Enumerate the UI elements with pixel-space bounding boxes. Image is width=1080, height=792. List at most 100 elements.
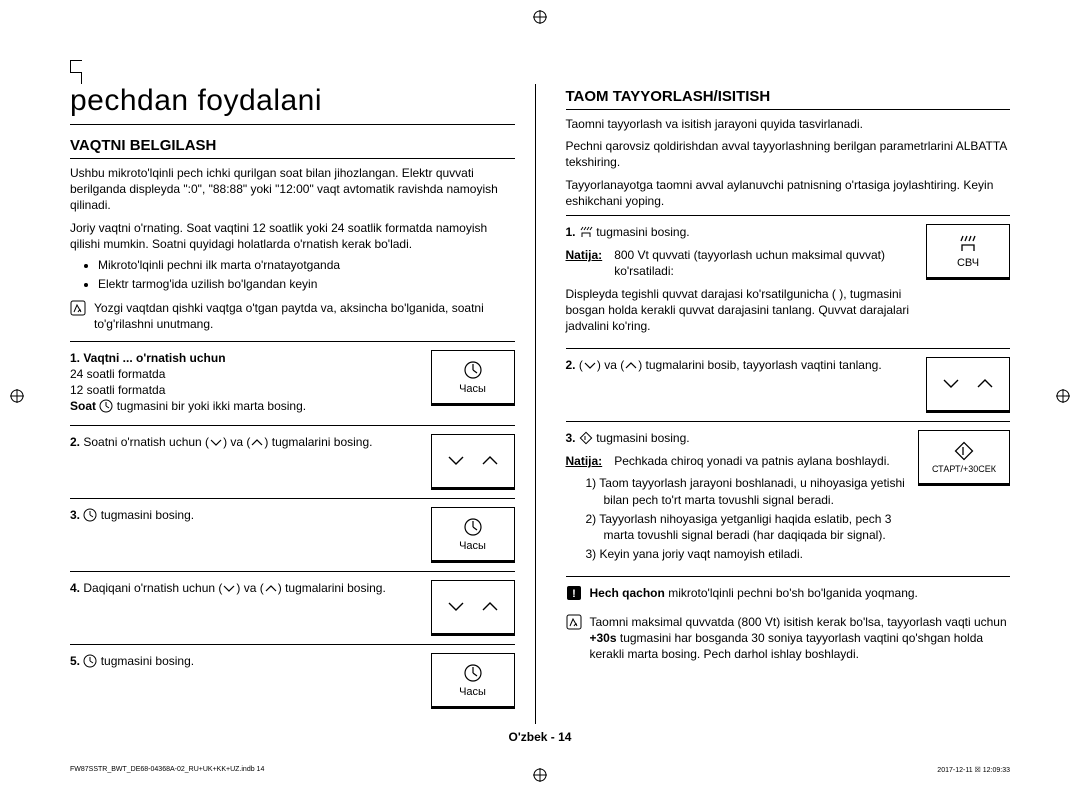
r-step-1-extra: Displeyda tegishli quvvat darajasi ko'rs… [566, 286, 917, 335]
svg-text:!: ! [572, 588, 576, 600]
step-1-body: 1. Vaqtni ... o'rnatish uchun 24 soatli … [70, 350, 421, 418]
intro-text-2: Joriy vaqtni o'rnating. Soat vaqtini 12 … [70, 220, 515, 252]
r-step-2-num: 2. [566, 358, 576, 372]
step-4-body: 4. Daqiqani o'rnatish uchun () va () tug… [70, 580, 421, 636]
section-title-cook: TAOM TAYYORLASH/ISITISH [566, 88, 1011, 110]
step-1: 1. Vaqtni ... o'rnatish uchun 24 soatli … [70, 341, 515, 426]
down-icon [446, 599, 466, 616]
fineprint: FW87SSTR_BWT_DE68-04368A-02_RU+UK+KK+UZ.… [70, 766, 1010, 774]
down-icon [222, 581, 236, 599]
section-title-time: VAQTNI BELGILASH [70, 137, 515, 159]
step-1-title: 1. Vaqtni ... o'rnatish uchun [70, 351, 226, 365]
note-row-2: Taomni maksimal quvvatda (800 Vt) isitis… [566, 614, 1011, 663]
down-icon [941, 376, 961, 393]
r-step-2-body: 2. () va () tugmalarini bosib, tayyorlas… [566, 357, 917, 413]
microwave-button-label: СВЧ [957, 257, 979, 269]
step-5-num: 5. [70, 654, 80, 668]
clock-icon [83, 508, 97, 526]
right-column: TAOM TAYYORLASH/ISITISH Taomni tayyorlas… [566, 84, 1011, 724]
up-icon [480, 453, 500, 470]
r-step-1-body: 1. tugmasini bosing. Natija: 800 Vt quvv… [566, 224, 917, 340]
r-step-3: 3. tugmasini bosing. Natija: Pechkada ch… [566, 421, 1011, 577]
step-3-num: 3. [70, 508, 80, 522]
microwave-icon [957, 233, 979, 255]
bullet-list: Mikroto'lqinli pechni ilk marta o'rnatay… [98, 258, 515, 292]
r-step-1-result: Natija: 800 Vt quvvati (tayyorlash uchun… [566, 247, 917, 279]
up-icon [480, 599, 500, 616]
step-3: 3. tugmasini bosing. Часы [70, 498, 515, 571]
result-text: Pechkada chiroq yonadi va patnis aylana … [614, 453, 890, 469]
intro-text-1: Ushbu mikroto'lqinli pech ichki qurilgan… [70, 165, 515, 214]
r-step-1-num: 1. [566, 225, 576, 239]
step-4-num: 4. [70, 581, 80, 595]
crop-mark-top [533, 10, 547, 24]
step-1-line2: 12 soatli formatda [70, 383, 165, 397]
r-intro-1: Taomni tayyorlash va isitish jarayoni qu… [566, 116, 1011, 132]
start-button-label: СТАРТ/+30СЕК [932, 464, 996, 474]
clock-button: Часы [431, 653, 515, 709]
warning-icon: ! [566, 585, 582, 605]
page-columns: pechdan foydalani VAQTNI BELGILASH Ushbu… [70, 84, 1010, 724]
crop-corner-tl [70, 60, 82, 72]
arrows-button [431, 434, 515, 490]
result-text: 800 Vt quvvati (tayyorlash uchun maksima… [614, 247, 916, 279]
list-item: 1) Taom tayyorlash jarayoni boshlanadi, … [586, 475, 909, 507]
microwave-icon [579, 225, 593, 243]
crop-mark-left [10, 389, 24, 403]
r-step-3-list: 1) Taom tayyorlash jarayoni boshlanadi, … [586, 475, 909, 562]
note-row: Yozgi vaqtdan qishki vaqtga o'tgan paytd… [70, 300, 515, 332]
page-footer: O'zbek - 14 [0, 730, 1080, 744]
fineprint-left: FW87SSTR_BWT_DE68-04368A-02_RU+UK+KK+UZ.… [70, 766, 264, 774]
clock-icon [462, 662, 484, 684]
r-step-3-num: 3. [566, 431, 576, 445]
step-2: 2. Soatni o'rnatish uchun () va () tugma… [70, 425, 515, 498]
step-3-body: 3. tugmasini bosing. [70, 507, 421, 563]
clock-icon [462, 359, 484, 381]
step-1-line1: 24 soatli formatda [70, 367, 165, 381]
step-4: 4. Daqiqani o'rnatish uchun () va () tug… [70, 571, 515, 644]
down-icon [583, 358, 597, 376]
note-text: Yozgi vaqtdan qishki vaqtga o'tgan paytd… [94, 300, 515, 332]
r-intro-2: Pechni qarovsiz qoldirishdan avval tayyo… [566, 138, 1011, 170]
start-diamond-icon [953, 440, 975, 462]
step-1-soat: Soat [70, 399, 96, 413]
step-2-num: 2. [70, 435, 80, 449]
warning-row: ! Hech qachon mikroto'lqinli pechni bo's… [566, 585, 1011, 605]
microwave-button: СВЧ [926, 224, 1010, 280]
fineprint-right: 2017-12-11 ☒ 12:09:33 [937, 766, 1010, 774]
down-icon [209, 435, 223, 453]
arrows-button [431, 580, 515, 636]
r-intro-3: Tayyorlanayotga taomni avval aylanuvchi … [566, 177, 1011, 209]
clock-button: Часы [431, 507, 515, 563]
up-icon [264, 581, 278, 599]
clock-button: Часы [431, 350, 515, 406]
down-icon [446, 453, 466, 470]
result-label: Natija: [566, 453, 609, 469]
list-item: 2) Tayyorlash nihoyasiga yetganligi haqi… [586, 511, 909, 543]
clock-icon [83, 654, 97, 672]
clock-icon [99, 399, 113, 417]
r-step-3-body: 3. tugmasini bosing. Natija: Pechkada ch… [566, 430, 909, 568]
arrows-button [926, 357, 1010, 413]
clock-icon [462, 516, 484, 538]
page-title: pechdan foydalani [70, 84, 515, 125]
result-label: Natija: [566, 247, 609, 263]
start-diamond-icon [579, 431, 593, 449]
r-step-3-result: Natija: Pechkada chiroq yonadi va patnis… [566, 453, 909, 469]
warning-text: Hech qachon mikroto'lqinli pechni bo'sh … [590, 585, 918, 605]
crop-mark-right [1056, 389, 1070, 403]
left-column: pechdan foydalani VAQTNI BELGILASH Ushbu… [70, 84, 536, 724]
step-2-body: 2. Soatni o'rnatish uchun () va () tugma… [70, 434, 421, 490]
note-icon [70, 300, 86, 332]
up-icon [975, 376, 995, 393]
step-5-body: 5. tugmasini bosing. [70, 653, 421, 709]
clock-button-label: Часы [459, 383, 486, 395]
note-icon [566, 614, 582, 663]
clock-button-label: Часы [459, 686, 486, 698]
note-text-2: Taomni maksimal quvvatda (800 Vt) isitis… [590, 614, 1011, 663]
up-icon [250, 435, 264, 453]
step-5: 5. tugmasini bosing. Часы [70, 644, 515, 717]
up-icon [624, 358, 638, 376]
bullet-item: Mikroto'lqinli pechni ilk marta o'rnatay… [98, 258, 515, 274]
step-1-line3: tugmasini bir yoki ikki marta bosing. [117, 399, 306, 413]
